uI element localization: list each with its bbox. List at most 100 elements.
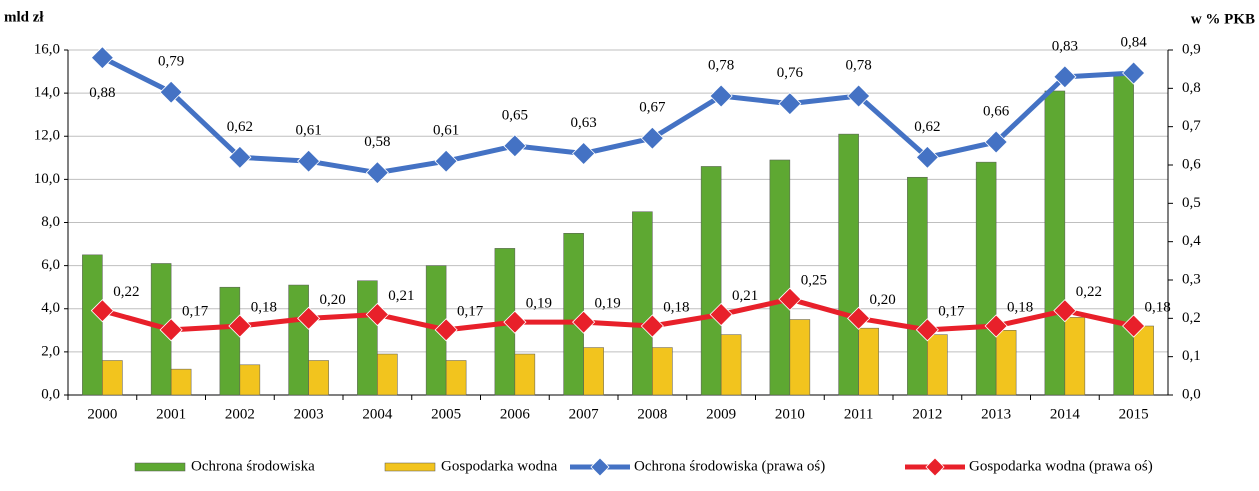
y-tick-label: 12,0 bbox=[34, 128, 60, 144]
line-marker bbox=[1053, 65, 1077, 89]
data-label: 0,78 bbox=[846, 57, 872, 73]
data-label: 0,83 bbox=[1052, 38, 1078, 54]
line-marker bbox=[915, 318, 939, 342]
data-label: 0,62 bbox=[227, 119, 253, 135]
y2-tick-label: 0,3 bbox=[1182, 271, 1201, 287]
line-marker bbox=[572, 310, 596, 334]
data-label: 0,67 bbox=[639, 100, 666, 116]
data-label: 0,76 bbox=[777, 65, 804, 81]
line-marker bbox=[640, 314, 664, 338]
bar bbox=[1044, 90, 1066, 396]
x-tick-label: 2010 bbox=[775, 406, 805, 422]
bar bbox=[720, 334, 742, 396]
x-tick-label: 2012 bbox=[912, 406, 942, 422]
data-label: 0,25 bbox=[801, 273, 827, 289]
line-marker bbox=[503, 134, 527, 158]
bar bbox=[514, 353, 536, 396]
data-label: 0,65 bbox=[502, 107, 528, 123]
line-marker bbox=[984, 130, 1008, 154]
bar bbox=[82, 254, 103, 396]
line-marker bbox=[90, 299, 114, 323]
bar bbox=[308, 360, 329, 396]
line-marker bbox=[503, 310, 527, 334]
data-label: 0,78 bbox=[708, 57, 734, 73]
y2-tick-label: 0,7 bbox=[1182, 118, 1201, 134]
legend-swatch bbox=[384, 462, 436, 472]
bar bbox=[927, 334, 948, 396]
line-marker bbox=[90, 46, 114, 70]
legend-marker bbox=[925, 457, 945, 477]
bar bbox=[102, 360, 123, 396]
data-label: 0,88 bbox=[89, 85, 115, 101]
line-marker bbox=[572, 141, 596, 166]
x-tick-label: 2005 bbox=[431, 406, 461, 422]
bar bbox=[1133, 325, 1154, 396]
line bbox=[101, 55, 1134, 176]
y2-tick-label: 0,2 bbox=[1182, 310, 1201, 326]
line bbox=[101, 296, 1135, 333]
y2-tick-label: 0,5 bbox=[1182, 195, 1201, 211]
bar bbox=[975, 161, 997, 396]
data-label: 0,66 bbox=[983, 103, 1010, 119]
data-label: 0,18 bbox=[251, 299, 277, 315]
bar bbox=[357, 280, 378, 396]
x-tick-label: 2013 bbox=[981, 406, 1011, 422]
bar bbox=[789, 319, 811, 396]
x-tick-label: 2009 bbox=[706, 406, 736, 422]
bar bbox=[700, 166, 722, 396]
line-marker bbox=[778, 287, 802, 311]
line-marker bbox=[778, 92, 802, 116]
x-tick-label: 2001 bbox=[156, 406, 186, 422]
data-label: 0,63 bbox=[571, 115, 597, 131]
y-tick-label: 14,0 bbox=[34, 85, 60, 101]
line-marker bbox=[847, 84, 871, 108]
line-marker bbox=[709, 302, 733, 327]
legend-marker bbox=[590, 457, 610, 477]
x-tick-label: 2006 bbox=[500, 406, 531, 422]
line-marker bbox=[709, 84, 733, 108]
data-label: 0,61 bbox=[296, 123, 322, 139]
bar bbox=[1064, 317, 1086, 396]
y-tick-label: 0,0 bbox=[41, 386, 60, 402]
x-tick-label: 2003 bbox=[294, 406, 324, 422]
data-label: 0,17 bbox=[938, 303, 965, 319]
bar bbox=[995, 330, 1017, 396]
bar bbox=[219, 286, 241, 396]
line-marker bbox=[915, 145, 939, 169]
data-label: 0,17 bbox=[457, 303, 484, 319]
x-tick-label: 2007 bbox=[569, 406, 600, 422]
line-marker bbox=[159, 318, 183, 342]
y2-tick-label: 0,1 bbox=[1182, 348, 1201, 364]
bar bbox=[652, 347, 673, 396]
x-tick-label: 2008 bbox=[637, 406, 667, 422]
bar bbox=[858, 327, 879, 396]
x-tick-label: 2002 bbox=[225, 406, 255, 422]
line-marker bbox=[1122, 314, 1146, 338]
y-tick-label: 2,0 bbox=[41, 343, 60, 359]
bar bbox=[907, 176, 928, 396]
y-axis-label: mld zł bbox=[4, 9, 44, 25]
bar bbox=[769, 159, 791, 396]
bar bbox=[632, 211, 653, 396]
x-tick-label: 2000 bbox=[87, 406, 117, 422]
legend-label: Ochrona środowiska (prawa oś) bbox=[634, 458, 825, 474]
line-marker bbox=[434, 318, 458, 342]
line-marker bbox=[228, 314, 252, 338]
x-tick-label: 2014 bbox=[1050, 406, 1081, 422]
bar bbox=[377, 353, 398, 396]
bar bbox=[239, 364, 261, 396]
x-tick-label: 2004 bbox=[362, 406, 393, 422]
line-marker bbox=[847, 306, 871, 330]
y2-tick-label: 0,9 bbox=[1182, 41, 1201, 57]
line-marker bbox=[434, 149, 458, 173]
legend-label: Ochrona środowiska bbox=[191, 458, 315, 474]
line-marker bbox=[297, 149, 321, 173]
line-marker bbox=[640, 126, 664, 150]
line-marker bbox=[365, 302, 389, 327]
data-label: 0,22 bbox=[1076, 284, 1102, 300]
data-label: 0,22 bbox=[113, 284, 139, 300]
y-tick-label: 16,0 bbox=[34, 41, 60, 57]
bar bbox=[170, 368, 192, 396]
line-marker bbox=[297, 306, 321, 330]
y2-tick-label: 0,4 bbox=[1182, 233, 1201, 249]
